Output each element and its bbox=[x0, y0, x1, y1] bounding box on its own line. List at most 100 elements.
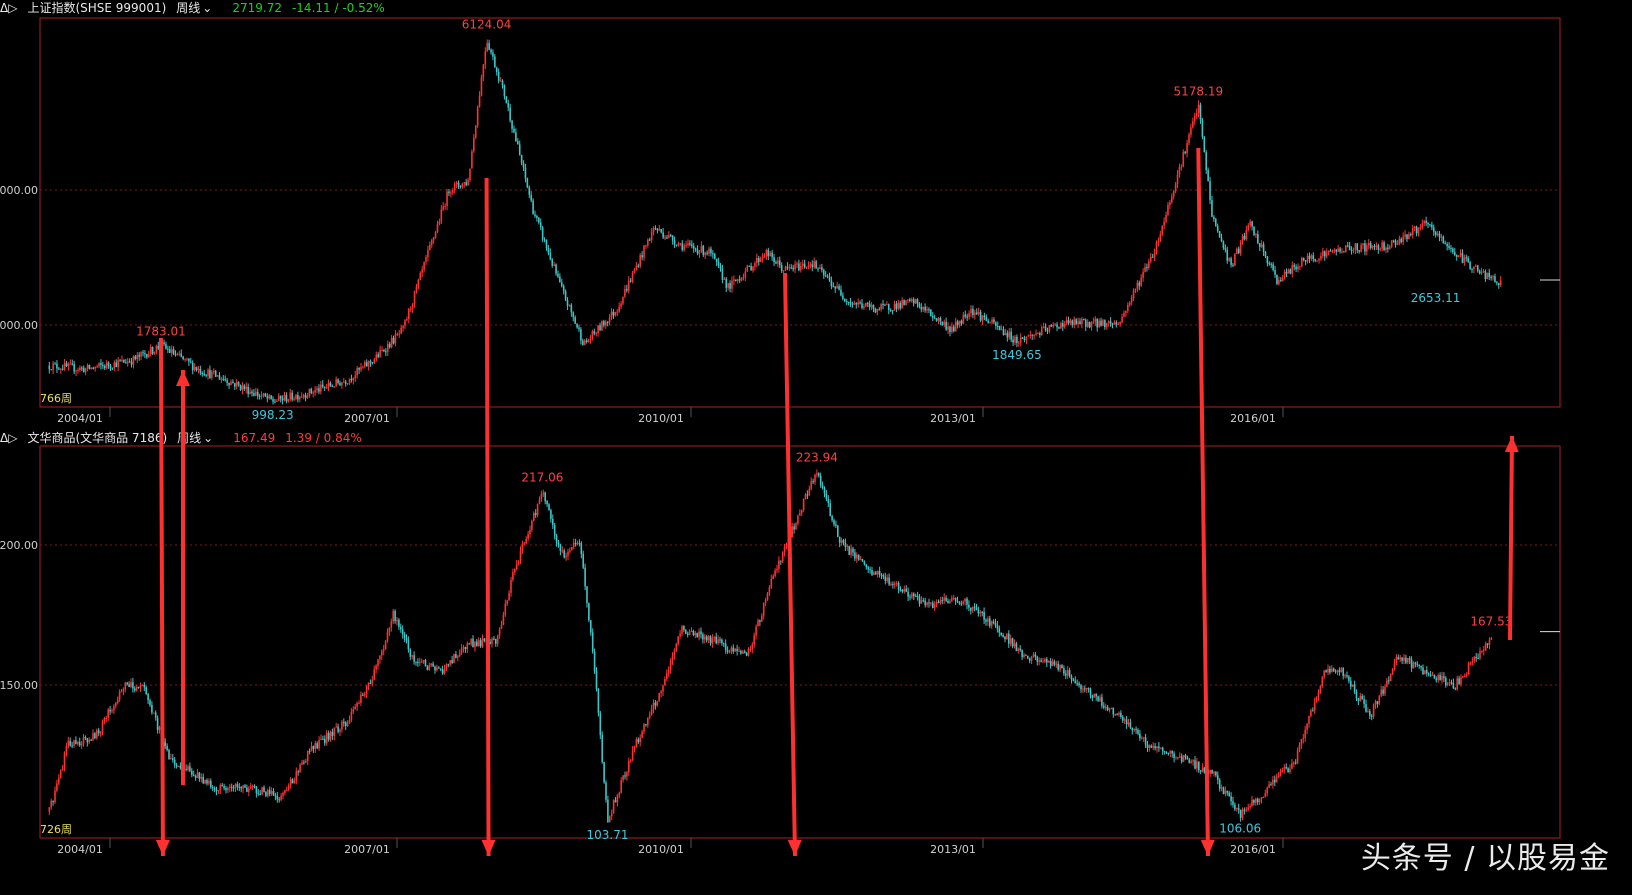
top-candle-body bbox=[1308, 255, 1311, 259]
top-period-select[interactable]: 周线 ⌄ bbox=[176, 1, 222, 15]
bottom-candle-body bbox=[1437, 675, 1439, 681]
top-candle-body bbox=[603, 321, 605, 326]
bottom-x-tick-label: 2010/01 bbox=[638, 843, 684, 856]
top-candle-body bbox=[1494, 276, 1496, 283]
top-candle-body bbox=[505, 96, 508, 103]
top-candle-body bbox=[863, 306, 865, 308]
bottom-candle-body bbox=[346, 723, 349, 727]
bottom-candle-body bbox=[413, 655, 415, 662]
bottom-candle-body bbox=[797, 515, 799, 524]
bottom-candle-body bbox=[510, 579, 512, 593]
top-candle-body bbox=[291, 392, 293, 400]
bottom-candle-body bbox=[324, 738, 326, 744]
top-candle-body bbox=[1111, 323, 1114, 325]
top-candle-body bbox=[528, 187, 531, 195]
bottom-candle-body bbox=[134, 688, 136, 691]
bottom-candle-body bbox=[836, 525, 839, 537]
bottom-candle-body bbox=[187, 766, 189, 770]
top-candle-body bbox=[354, 375, 357, 379]
top-candle-body bbox=[1136, 282, 1139, 289]
bottom-candle-body bbox=[548, 504, 550, 511]
chevron-down-icon: ⌄ bbox=[203, 431, 214, 445]
bottom-candle-body bbox=[1391, 669, 1394, 674]
bottom-candle-body bbox=[871, 570, 873, 575]
top-candle-body bbox=[1040, 327, 1043, 335]
top-candle-body bbox=[1406, 234, 1408, 240]
top-candle-body bbox=[300, 396, 303, 398]
top-candle-body bbox=[882, 303, 884, 305]
bottom-candle-body bbox=[1408, 658, 1411, 660]
bottom-candle-body bbox=[52, 800, 54, 803]
top-candle-body bbox=[1413, 226, 1416, 228]
bottom-candle-body bbox=[295, 771, 298, 781]
bottom-candle-body bbox=[508, 592, 510, 601]
bottom-candle-body bbox=[525, 538, 527, 544]
bottom-candle-body bbox=[308, 751, 311, 753]
bottom-candle-body bbox=[1367, 711, 1369, 713]
top-candle-body bbox=[968, 313, 970, 317]
top-candle-body bbox=[1105, 322, 1108, 328]
bottom-candle-body bbox=[1197, 761, 1200, 771]
top-candle-body bbox=[708, 248, 710, 254]
top-candle-body bbox=[264, 393, 267, 397]
bottom-candle-body bbox=[597, 688, 600, 713]
top-candle-body bbox=[805, 266, 808, 268]
top-candle-body bbox=[1339, 248, 1341, 252]
bottom-candle-body bbox=[589, 620, 592, 633]
bottom-candle-body bbox=[407, 640, 410, 650]
top-candle-body bbox=[918, 303, 921, 307]
bottom-candle-body bbox=[301, 762, 303, 765]
chart-icon[interactable]: Δ▷ bbox=[0, 1, 18, 15]
bottom-candle-body bbox=[627, 760, 630, 773]
top-candle-body bbox=[1117, 324, 1120, 326]
bottom-candle-body bbox=[734, 648, 736, 652]
top-candle-body bbox=[1253, 226, 1255, 235]
top-candle-body bbox=[536, 215, 538, 218]
bottom-candle-body bbox=[1175, 757, 1177, 759]
bottom-candle-body bbox=[586, 586, 588, 604]
bottom-candle-body bbox=[257, 793, 260, 795]
top-candle-body bbox=[107, 362, 110, 367]
bottom-candle-body bbox=[1329, 668, 1331, 673]
top-candle-body bbox=[1065, 320, 1068, 324]
bottom-candle-body bbox=[512, 572, 514, 580]
bottom-candle-body bbox=[75, 740, 77, 744]
top-candle-body bbox=[243, 385, 246, 389]
chart-icon[interactable]: Δ▷ bbox=[0, 431, 18, 445]
top-candle-body bbox=[1457, 255, 1460, 257]
bottom-candle-body bbox=[747, 649, 750, 656]
bottom-candle-body bbox=[766, 593, 769, 601]
top-candle-body bbox=[115, 362, 118, 368]
top-candle-body bbox=[880, 303, 882, 310]
bottom-candle-body bbox=[918, 596, 921, 604]
top-candle-body bbox=[1107, 321, 1110, 323]
top-candle-body bbox=[576, 323, 578, 328]
bottom-candle-body bbox=[118, 691, 121, 700]
top-candle-body bbox=[105, 362, 108, 369]
top-candle-body bbox=[1410, 234, 1412, 236]
top-candle-body bbox=[539, 222, 542, 228]
bottom-candle-body bbox=[477, 640, 480, 646]
bottom-candle-body bbox=[1336, 670, 1339, 672]
top-candle-body bbox=[861, 303, 863, 308]
top-symbol-name[interactable]: 上证指数(SHSE 999001) bbox=[27, 1, 167, 15]
top-candle-body bbox=[723, 278, 726, 280]
top-candle-body bbox=[276, 400, 278, 402]
top-candle-body bbox=[838, 286, 840, 290]
bottom-candle-body bbox=[1063, 668, 1065, 674]
bottom-candle-body bbox=[1093, 693, 1096, 698]
top-candle-body bbox=[356, 367, 358, 376]
bottom-candle-body bbox=[624, 775, 626, 777]
bottom-candle-body bbox=[669, 660, 672, 670]
top-candle-body bbox=[583, 340, 586, 345]
top-candle-body bbox=[866, 303, 869, 305]
bottom-candle-body bbox=[1009, 638, 1012, 644]
top-candle-body bbox=[509, 107, 511, 121]
bottom-symbol-name[interactable]: 文华商品(文华商品 7186) bbox=[27, 431, 168, 445]
bottom-candle-body bbox=[730, 647, 733, 652]
bottom-candle-body bbox=[400, 626, 402, 630]
bottom-candle-body bbox=[1374, 701, 1377, 705]
bottom-candle-body bbox=[605, 782, 607, 800]
bottom-candle-body bbox=[1308, 715, 1310, 724]
